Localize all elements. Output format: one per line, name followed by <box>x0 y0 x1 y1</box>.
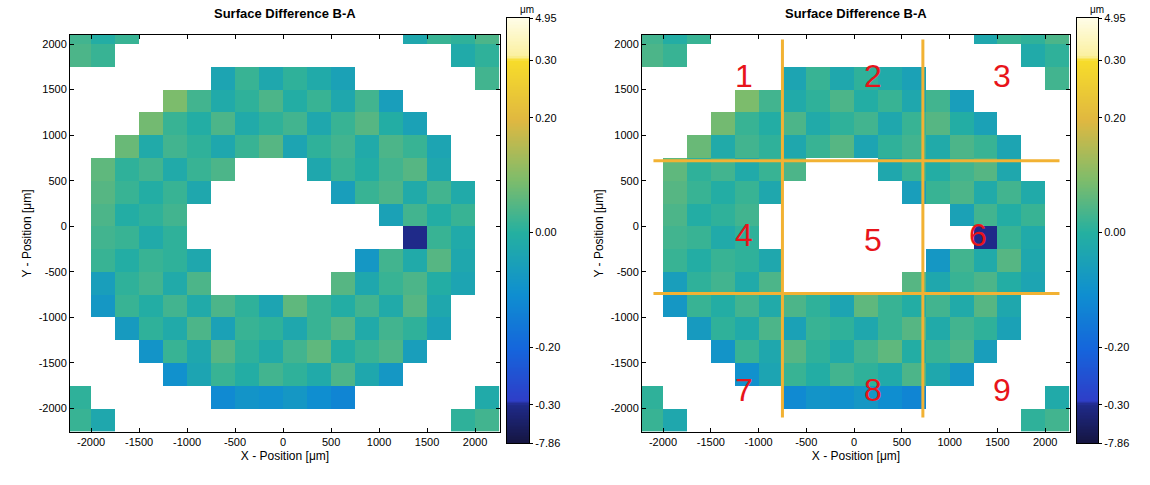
svg-text:-0.30: -0.30 <box>1104 399 1129 411</box>
svg-text:-7.86: -7.86 <box>535 437 560 449</box>
svg-text:2000: 2000 <box>614 38 638 50</box>
svg-text:-500: -500 <box>617 266 639 278</box>
svg-text:1500: 1500 <box>415 436 439 448</box>
svg-text:0.20: 0.20 <box>535 112 556 124</box>
svg-text:-2000: -2000 <box>39 402 67 414</box>
svg-text:-2000: -2000 <box>611 402 639 414</box>
svg-text:500: 500 <box>322 436 340 448</box>
svg-text:μm: μm <box>520 4 534 15</box>
svg-text:1500: 1500 <box>42 83 66 95</box>
svg-text:-1000: -1000 <box>173 436 201 448</box>
svg-text:7: 7 <box>735 372 753 408</box>
svg-text:9: 9 <box>993 372 1011 408</box>
svg-text:0: 0 <box>851 436 857 448</box>
svg-text:4.95: 4.95 <box>1104 12 1125 24</box>
svg-text:-500: -500 <box>224 436 246 448</box>
svg-text:Y - Position [μm]: Y - Position [μm] <box>592 189 606 277</box>
svg-text:4.95: 4.95 <box>535 12 556 24</box>
svg-text:5: 5 <box>864 222 882 258</box>
svg-text:500: 500 <box>893 436 911 448</box>
svg-text:-1000: -1000 <box>39 311 67 323</box>
svg-text:1: 1 <box>735 58 753 94</box>
svg-text:1000: 1000 <box>937 436 961 448</box>
svg-text:-0.20: -0.20 <box>1104 341 1129 353</box>
svg-text:μm: μm <box>1090 4 1104 15</box>
svg-text:0: 0 <box>633 220 639 232</box>
svg-text:0.00: 0.00 <box>1104 226 1125 238</box>
svg-text:0: 0 <box>61 220 67 232</box>
svg-text:2000: 2000 <box>42 38 66 50</box>
svg-text:500: 500 <box>620 175 638 187</box>
svg-text:X - Position [μm]: X - Position [μm] <box>812 449 900 463</box>
svg-text:500: 500 <box>48 175 66 187</box>
svg-text:-1000: -1000 <box>744 436 772 448</box>
svg-text:0.20: 0.20 <box>1104 112 1125 124</box>
svg-text:-1500: -1500 <box>125 436 153 448</box>
svg-text:-500: -500 <box>45 266 67 278</box>
svg-text:Surface Difference B-A: Surface Difference B-A <box>785 6 927 21</box>
svg-text:1500: 1500 <box>614 83 638 95</box>
svg-text:-0.20: -0.20 <box>535 341 560 353</box>
svg-text:-7.86: -7.86 <box>1104 437 1129 449</box>
svg-text:-1000: -1000 <box>611 311 639 323</box>
svg-text:-2000: -2000 <box>649 436 677 448</box>
svg-text:6: 6 <box>969 217 987 253</box>
svg-text:-500: -500 <box>795 436 817 448</box>
svg-text:-2000: -2000 <box>77 436 105 448</box>
svg-text:0.30: 0.30 <box>1104 54 1125 66</box>
svg-text:3: 3 <box>993 58 1011 94</box>
svg-text:2: 2 <box>864 58 882 94</box>
svg-text:-0.30: -0.30 <box>535 399 560 411</box>
svg-text:-1500: -1500 <box>611 357 639 369</box>
svg-text:2000: 2000 <box>463 436 487 448</box>
svg-text:1000: 1000 <box>367 436 391 448</box>
svg-text:X - Position [μm]: X - Position [μm] <box>241 449 329 463</box>
svg-text:0.00: 0.00 <box>535 226 556 238</box>
svg-text:Y - Position [μm]: Y - Position [μm] <box>20 189 34 277</box>
svg-text:-1500: -1500 <box>39 357 67 369</box>
svg-text:0: 0 <box>280 436 286 448</box>
svg-text:8: 8 <box>864 372 882 408</box>
svg-text:4: 4 <box>735 217 753 253</box>
svg-text:Surface Difference B-A: Surface Difference B-A <box>214 6 356 21</box>
svg-text:1500: 1500 <box>985 436 1009 448</box>
svg-text:1000: 1000 <box>614 129 638 141</box>
svg-text:0.30: 0.30 <box>535 54 556 66</box>
svg-text:1000: 1000 <box>42 129 66 141</box>
svg-text:-1500: -1500 <box>697 436 725 448</box>
svg-text:2000: 2000 <box>1033 436 1057 448</box>
